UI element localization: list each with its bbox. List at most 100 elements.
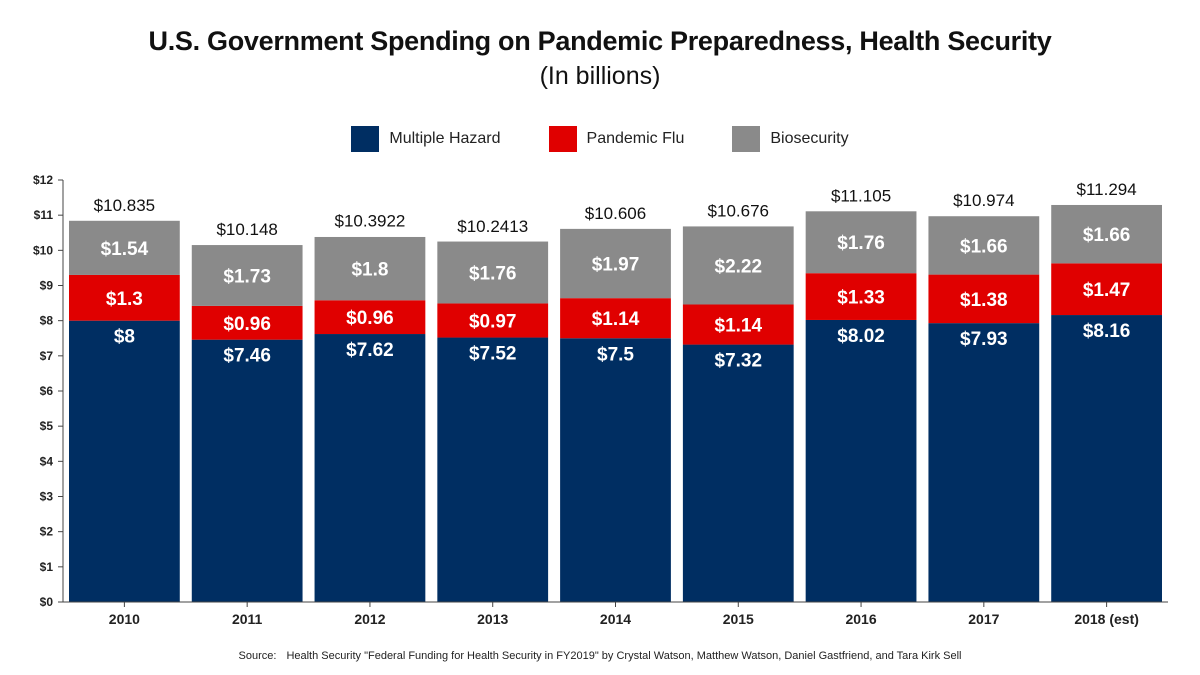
data-label-pandemic-flu: $1.14 (592, 309, 640, 330)
chart-subtitle: (In billions) (539, 62, 661, 90)
data-label-pandemic-flu: $1.47 (1083, 280, 1131, 301)
data-label-pandemic-flu: $1.3 (106, 289, 143, 310)
bar-segment-pandemic-flu (805, 273, 917, 320)
legend-item-pandemic-flu: Pandemic Flu (548, 126, 685, 152)
source-text: Health Security "Federal Funding for Hea… (286, 650, 962, 662)
bar-segment-pandemic-flu (1051, 263, 1162, 316)
y-tick-label: $1 (40, 560, 54, 574)
bar-segment-biosecurity (682, 226, 794, 305)
legend-label-pandemic-flu: Pandemic Flu (586, 130, 685, 147)
data-label-multiple-hazard: $8.16 (1083, 321, 1131, 342)
x-tick-label: 2015 (723, 611, 754, 627)
legend-swatch-pandemic-flu (548, 126, 577, 152)
total-label: $10.676 (708, 202, 769, 221)
data-label-biosecurity: $1.66 (1083, 225, 1131, 246)
total-label: $10.148 (216, 220, 277, 239)
bar-segment-biosecurity (437, 241, 549, 304)
data-label-biosecurity: $1.97 (592, 255, 640, 276)
data-label-biosecurity: $1.76 (469, 263, 517, 284)
source-note: Source: Health Security "Federal Funding … (0, 650, 1200, 662)
y-tick-label: $9 (40, 279, 54, 293)
data-label-biosecurity: $1.76 (837, 233, 885, 254)
total-label: $10.2413 (457, 217, 528, 236)
bar-segment-multiple-hazard (928, 323, 1040, 602)
x-tick-label: 2017 (968, 611, 999, 627)
bar-segment-biosecurity (805, 211, 917, 274)
data-label-pandemic-flu: $1.38 (960, 290, 1008, 311)
data-label-multiple-hazard: $7.93 (960, 329, 1008, 350)
bar-segment-multiple-hazard (1051, 315, 1162, 602)
total-label: $10.606 (585, 204, 646, 223)
legend-item-biosecurity: Biosecurity (732, 126, 849, 152)
y-axis: $0 $1 $2 $3 $4 $5 $6 $7 $8 $9 $10 $11 $12 (33, 173, 64, 609)
x-tick-label: 2013 (477, 611, 508, 627)
data-label-biosecurity: $1.8 (351, 260, 388, 281)
y-tick-label: $10 (33, 243, 53, 257)
legend-swatch-multiple-hazard (351, 126, 380, 152)
y-tick-label: $5 (40, 419, 54, 433)
chart-legend: Multiple Hazard Pandemic Flu Biosecurity (0, 126, 1200, 152)
data-label-pandemic-flu: $0.96 (346, 308, 394, 329)
y-tick-label: $3 (40, 490, 54, 504)
legend-label-biosecurity: Biosecurity (770, 130, 849, 147)
total-label: $10.835 (94, 196, 155, 215)
bar-segment-pandemic-flu (69, 274, 180, 321)
data-label-multiple-hazard: $7.52 (469, 344, 517, 365)
data-label-multiple-hazard: $7.46 (223, 346, 271, 367)
data-label-biosecurity: $1.54 (101, 239, 149, 260)
data-label-biosecurity: $1.73 (223, 266, 271, 287)
x-tick-label: 2010 (109, 611, 140, 627)
y-tick-label: $12 (33, 173, 53, 187)
x-tick-label: 2014 (600, 611, 631, 627)
y-tick-label: $2 (40, 525, 54, 539)
x-tick-label: 2016 (845, 611, 876, 627)
total-label: $11.294 (1077, 180, 1137, 199)
x-tick-label: 2011 (232, 611, 263, 627)
bar-segment-biosecurity (1051, 204, 1162, 264)
legend-label-multiple-hazard: Multiple Hazard (389, 130, 501, 147)
bar-segment-multiple-hazard (560, 338, 671, 602)
y-tick-label: $11 (34, 208, 54, 222)
bar-segment-biosecurity (69, 220, 180, 275)
y-tick-label: $0 (40, 595, 54, 609)
data-label-multiple-hazard: $8 (114, 327, 135, 348)
bars: $8 $1.3 $1.54 $10.835 $7.46 $0.96 $1.73 $10.148… (69, 180, 1162, 602)
bar-segment-pandemic-flu (191, 305, 303, 340)
source-label: Source: (238, 650, 277, 662)
data-label-multiple-hazard: $7.5 (597, 344, 634, 365)
total-label: $11.105 (831, 186, 891, 205)
bar-segment-biosecurity (314, 236, 426, 301)
legend-item-multiple-hazard: Multiple Hazard (351, 126, 501, 152)
bar-segment-pandemic-flu (928, 274, 1040, 324)
bar-segment-pandemic-flu (560, 298, 671, 339)
data-label-multiple-hazard: $7.32 (715, 351, 763, 372)
bar-segment-multiple-hazard (437, 337, 549, 602)
x-tick-label: 2018 (est) (1074, 611, 1139, 627)
total-label: $10.3922 (334, 212, 405, 231)
bar-segment-biosecurity (191, 245, 303, 306)
data-label-pandemic-flu: $1.14 (715, 316, 763, 337)
data-label-multiple-hazard: $7.62 (346, 340, 394, 361)
bar-segment-pandemic-flu (682, 304, 794, 345)
bar-segment-biosecurity (928, 216, 1040, 275)
data-label-biosecurity: $1.66 (960, 236, 1008, 257)
data-label-pandemic-flu: $0.97 (469, 311, 517, 332)
chart-title: U.S. Government Spending on Pandemic Pre… (148, 26, 1052, 56)
bar-segment-multiple-hazard (191, 339, 303, 602)
data-label-biosecurity: $2.22 (715, 256, 763, 277)
x-tick-label: 2012 (354, 611, 385, 627)
y-tick-label: $8 (40, 314, 54, 328)
data-label-multiple-hazard: $8.02 (837, 326, 885, 347)
bar-segment-multiple-hazard (314, 334, 426, 602)
bar-segment-multiple-hazard (805, 319, 917, 602)
bar-segment-pandemic-flu (314, 300, 426, 335)
x-axis: 2010 2011 2012 2013 2014 2015 2016 2017 2018 (es… (63, 601, 1168, 627)
legend-swatch-biosecurity (732, 126, 761, 152)
data-label-pandemic-flu: $1.33 (837, 288, 885, 309)
total-label: $10.974 (953, 191, 1014, 210)
y-tick-label: $6 (40, 384, 54, 398)
bar-segment-multiple-hazard (682, 344, 794, 602)
data-label-pandemic-flu: $0.96 (223, 314, 271, 335)
bar-segment-pandemic-flu (437, 303, 549, 338)
